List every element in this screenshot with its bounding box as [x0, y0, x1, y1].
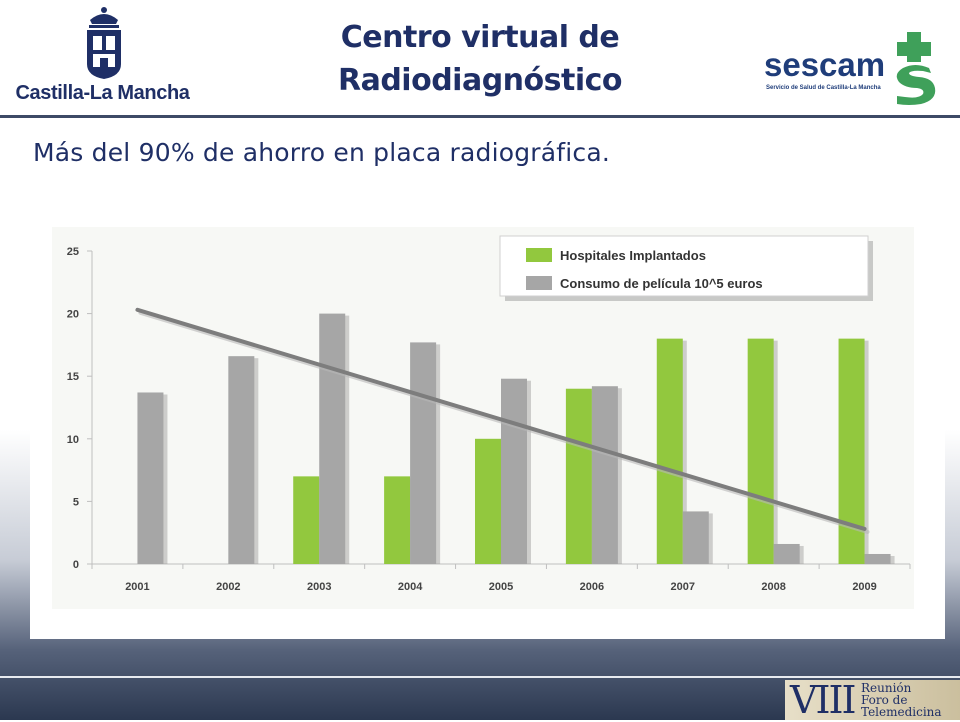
header: Castilla-La Mancha Centro virtual de Rad… [0, 0, 960, 118]
y-tick-label: 5 [73, 496, 79, 508]
x-tick-label: 2004 [398, 581, 423, 593]
slide-subtitle: Más del 90% de ahorro en placa radiográf… [33, 138, 611, 167]
x-tick-label: 2006 [580, 581, 604, 593]
consumo-bar [591, 386, 618, 564]
legend-box [499, 235, 869, 297]
consumo-bar [410, 342, 437, 564]
legend-swatch [526, 276, 552, 290]
consumo-bar [228, 356, 255, 564]
x-tick-label: 2002 [216, 581, 240, 593]
sescam-subcaption: Servicio de Salud de Castilla-La Mancha [766, 85, 881, 91]
legend-swatch [526, 248, 552, 262]
title-line-2: Radiodiagnóstico [337, 63, 623, 98]
consumo-bar [773, 543, 800, 564]
badge-word-3: Telemedicina [861, 705, 942, 719]
hospitales-bar [656, 338, 683, 564]
sescam-wordmark: sescam [764, 46, 886, 83]
badge-word-1: Reunión [861, 681, 912, 695]
y-tick-label: 10 [67, 434, 79, 446]
y-tick-label: 25 [67, 246, 79, 258]
consumo-bar [319, 313, 346, 564]
legend-label: Hospitales Implantados [560, 248, 706, 263]
logo-caption: Castilla-La Mancha [15, 82, 190, 104]
y-tick-label: 15 [67, 371, 79, 383]
hospitales-bar [384, 476, 411, 564]
hospitales-bar [475, 438, 501, 564]
sescam-logo: sescam Servicio de Salud de Castilla-La … [760, 28, 945, 108]
x-tick-label: 2005 [489, 581, 513, 593]
footer-divider [0, 676, 960, 678]
hospitales-bar [747, 338, 774, 564]
y-tick-label: 20 [67, 309, 79, 321]
x-tick-label: 2008 [761, 581, 785, 593]
forum-badge: VIII Reunión Foro de Telemedicina [785, 678, 960, 722]
castilla-la-mancha-logo: Castilla-La Mancha [10, 6, 195, 108]
badge-roman-numeral: VIII [790, 678, 856, 722]
x-tick-label: 2001 [125, 581, 149, 593]
consumo-bar [501, 378, 527, 564]
header-divider [0, 115, 960, 118]
x-tick-label: 2009 [852, 581, 876, 593]
hospitales-bar [293, 476, 320, 564]
title-line-1: Centro virtual de [340, 20, 620, 55]
y-tick-label: 0 [73, 559, 79, 571]
consumo-bar [137, 392, 164, 564]
chart-panel: 0 5 10 15 20 25 2001 2002 2003 2004 2005 2006 2007 20… [30, 203, 945, 639]
consumo-bar [682, 511, 709, 564]
x-tick-label: 2007 [671, 581, 695, 593]
consumo-bar [864, 553, 891, 564]
x-tick-label: 2003 [307, 581, 331, 593]
sescam-s-cross-icon [896, 32, 936, 105]
castle-crest-icon [87, 7, 121, 79]
badge-text: Reunión Foro de Telemedicina [861, 682, 942, 718]
badge-word-2: Foro de [861, 693, 908, 707]
bar-chart: 0 5 10 15 20 25 2001 2002 2003 2004 2005 2006 2007 20… [52, 227, 914, 609]
hospitales-bar [565, 388, 592, 564]
page-title: Centro virtual de Radiodiagnóstico [300, 16, 660, 102]
trend-line-shadow [138, 310, 870, 534]
legend-label: Consumo de película 10^5 euros [560, 276, 763, 291]
trend-line [135, 307, 867, 531]
